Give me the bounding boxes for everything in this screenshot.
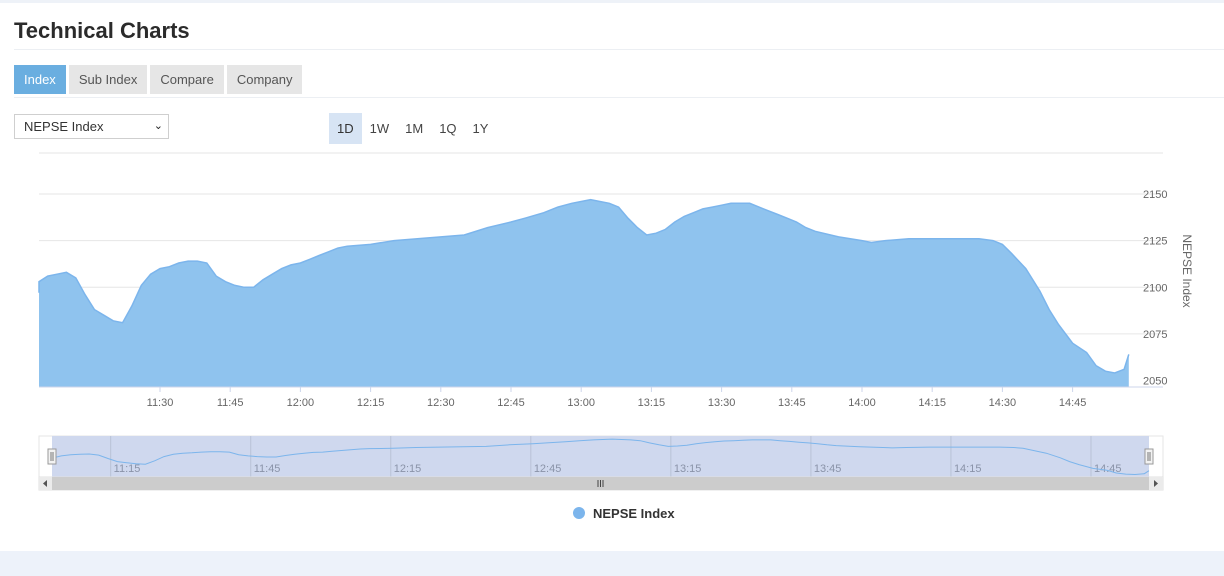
y-tick-label: 2125 bbox=[1143, 236, 1167, 248]
x-tick-label: 11:45 bbox=[217, 397, 244, 409]
range-1y-button[interactable]: 1Y bbox=[472, 121, 489, 136]
y-tick-label: 2100 bbox=[1143, 282, 1167, 294]
legend[interactable]: NEPSE Index bbox=[573, 506, 675, 521]
y-tick-label: 2050 bbox=[1143, 376, 1167, 388]
tab-company[interactable]: Company bbox=[226, 65, 303, 94]
footer-band bbox=[0, 551, 1224, 576]
range-1d-button[interactable]: 1D bbox=[329, 113, 362, 144]
navigator-tick-label: 11:45 bbox=[254, 463, 281, 475]
series-line bbox=[38, 198, 1130, 374]
y-tick-label: 2075 bbox=[1143, 329, 1167, 341]
chevron-down-icon: ⌄ bbox=[153, 120, 163, 132]
x-tick-label: 13:15 bbox=[638, 397, 666, 409]
x-tick-label: 14:00 bbox=[848, 397, 876, 409]
y-tick-label: 2150 bbox=[1143, 189, 1167, 201]
legend-item-nepse-index[interactable]: NEPSE Index bbox=[593, 506, 675, 521]
divider bbox=[14, 49, 1224, 50]
tab-compare[interactable]: Compare bbox=[150, 65, 224, 94]
navigator-tick-label: 13:15 bbox=[674, 463, 702, 475]
divider bbox=[14, 97, 1224, 98]
tab-sub-index[interactable]: Sub Index bbox=[68, 65, 148, 94]
range-selector: 1D 1W 1M 1Q 1Y bbox=[329, 113, 496, 144]
range-1w-button[interactable]: 1W bbox=[369, 121, 390, 136]
tab-index[interactable]: Index bbox=[14, 65, 66, 94]
navigator-mask[interactable] bbox=[52, 436, 1149, 477]
navigator-grid: 11:15 11:45 12:15 12:45 13:15 13:45 14:15 14:45 bbox=[110, 436, 1122, 477]
x-tick-label: 13:45 bbox=[778, 397, 806, 409]
navigator-left-handle[interactable] bbox=[47, 448, 57, 465]
index-select[interactable]: NEPSE Index ⌄ bbox=[14, 114, 169, 139]
navigator-tick-label: 12:45 bbox=[534, 463, 562, 475]
x-tick-label: 14:45 bbox=[1059, 397, 1087, 409]
x-tick-label: 12:30 bbox=[427, 397, 455, 409]
index-select-value: NEPSE Index bbox=[24, 119, 104, 134]
x-tick-label: 11:30 bbox=[147, 397, 174, 409]
range-1m-button[interactable]: 1M bbox=[405, 121, 424, 136]
navigator-tick-label: 12:15 bbox=[394, 463, 422, 475]
y-axis-title: NEPSE Index bbox=[1180, 234, 1194, 307]
arrow-right-icon bbox=[1154, 480, 1158, 487]
legend-marker-icon bbox=[573, 507, 585, 519]
x-tick-label: 14:15 bbox=[918, 397, 946, 409]
navigator-series-line bbox=[51, 438, 1150, 476]
nepse-area-chart: 11:30 11:45 12:00 12:15 12:30 12:45 13:00 13:15… bbox=[38, 152, 1194, 521]
x-tick-label: 12:45 bbox=[497, 397, 525, 409]
x-tick-label: 13:00 bbox=[567, 397, 595, 409]
page-title: Technical Charts bbox=[14, 18, 190, 43]
range-1q-button[interactable]: 1Q bbox=[439, 121, 457, 136]
series-area bbox=[39, 199, 1129, 387]
navigator[interactable]: 11:15 11:45 12:15 12:45 13:15 13:45 14:15 14:45 bbox=[38, 435, 1164, 478]
x-tick-label: 12:15 bbox=[357, 397, 385, 409]
x-tick-label: 12:00 bbox=[287, 397, 315, 409]
navigator-tick-label: 13:45 bbox=[814, 463, 842, 475]
arrow-left-icon bbox=[43, 480, 47, 487]
navigator-tick-label: 14:15 bbox=[954, 463, 982, 475]
top-strip bbox=[0, 0, 1224, 3]
y-axis-ticks: 2050 2075 2100 2125 2150 bbox=[1143, 189, 1167, 388]
navigator-right-handle[interactable] bbox=[1144, 448, 1154, 465]
x-axis-ticks: 11:30 11:45 12:00 12:15 12:30 12:45 13:00 13:15… bbox=[147, 387, 1087, 409]
x-tick-label: 13:30 bbox=[708, 397, 736, 409]
scrollbar[interactable] bbox=[38, 476, 1164, 491]
x-tick-label: 14:30 bbox=[989, 397, 1017, 409]
navigator-tick-label: 11:15 bbox=[114, 463, 141, 475]
tab-bar: Index Sub Index Compare Company bbox=[14, 65, 303, 94]
scrollbar-grip-icon bbox=[597, 480, 604, 487]
